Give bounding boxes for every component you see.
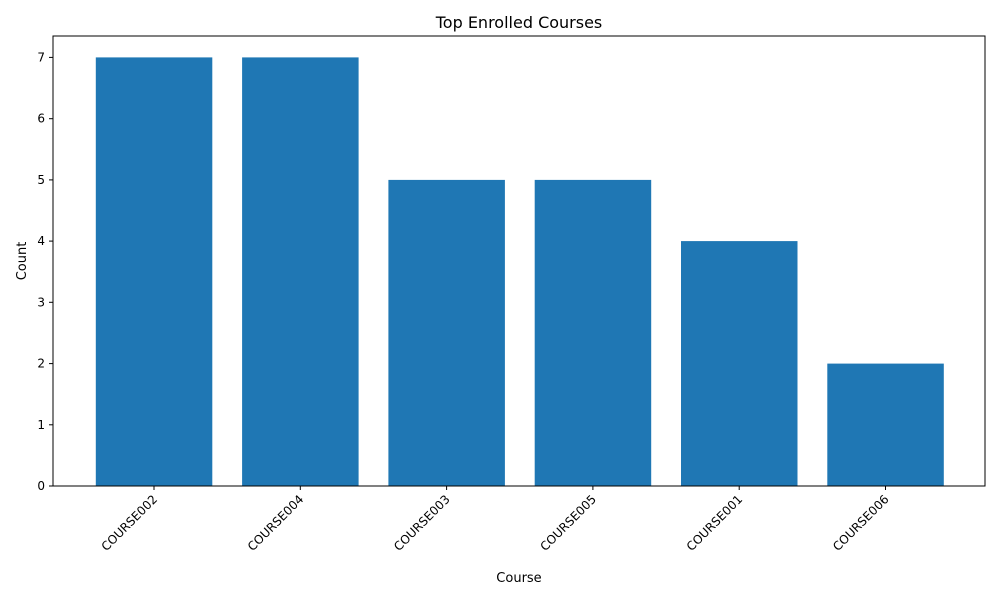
y-tick-label: 0 xyxy=(37,479,45,493)
bar-course001 xyxy=(681,241,798,486)
y-tick-label: 7 xyxy=(37,50,45,64)
x-tick-label: COURSE006 xyxy=(830,492,892,554)
x-tick-label: COURSE004 xyxy=(245,492,307,554)
y-axis-label: Count xyxy=(15,242,30,281)
plot-frame xyxy=(52,35,986,487)
x-tick-label: COURSE005 xyxy=(537,492,599,554)
bar-course005 xyxy=(534,179,652,486)
bar-course006 xyxy=(827,363,944,486)
y-tick-label: 3 xyxy=(37,295,45,309)
x-axis-ticks: COURSE002 COURSE004 COURSE003 COURSE005 COUR… xyxy=(99,486,892,554)
bar-course003 xyxy=(388,179,505,486)
y-axis-ticks: 0 1 2 3 4 5 6 7 xyxy=(37,50,53,493)
bars-group xyxy=(95,57,944,487)
y-tick-label: 5 xyxy=(37,173,45,187)
y-tick-label: 2 xyxy=(37,357,45,371)
x-tick-label: COURSE003 xyxy=(391,492,453,554)
y-tick-label: 6 xyxy=(37,112,45,126)
x-tick-label: COURSE002 xyxy=(99,492,161,554)
bar-course002 xyxy=(95,57,213,487)
y-tick-label: 1 xyxy=(37,418,45,432)
y-tick-label: 4 xyxy=(37,234,45,248)
x-tick-label: COURSE001 xyxy=(684,492,746,554)
x-axis-label: Course xyxy=(496,571,541,586)
chart-title: Top Enrolled Courses xyxy=(435,13,603,32)
bar-course004 xyxy=(242,57,359,487)
